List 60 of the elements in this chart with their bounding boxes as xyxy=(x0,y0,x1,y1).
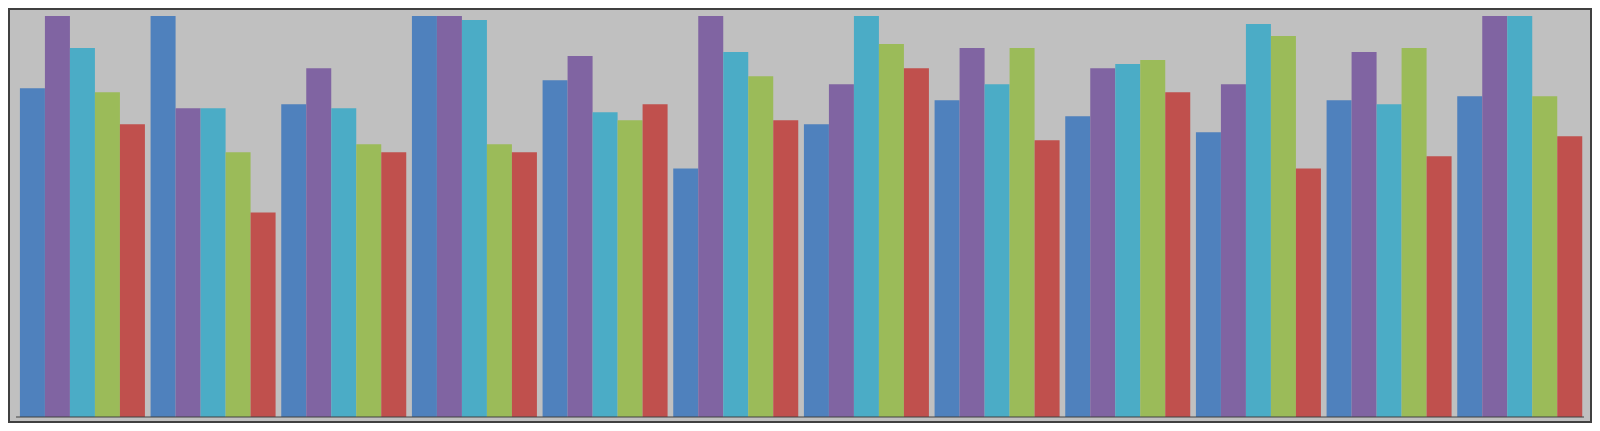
bar xyxy=(306,68,332,417)
bar xyxy=(934,100,960,417)
bar xyxy=(803,124,829,417)
bar xyxy=(1401,48,1427,417)
bar xyxy=(1115,64,1141,417)
bar xyxy=(1507,16,1533,417)
bar xyxy=(94,92,120,417)
bar xyxy=(19,88,45,417)
bar xyxy=(567,56,593,417)
bar xyxy=(1326,100,1352,417)
bar xyxy=(1090,68,1116,417)
bar xyxy=(1270,36,1296,417)
bar xyxy=(436,16,462,417)
bar xyxy=(150,16,176,417)
bar xyxy=(698,16,724,417)
bar xyxy=(878,44,904,417)
bar xyxy=(281,104,307,417)
bar xyxy=(1140,60,1166,417)
bar xyxy=(1065,116,1091,417)
bar xyxy=(1457,96,1483,417)
bar xyxy=(723,52,749,417)
bar xyxy=(1165,92,1191,417)
bar xyxy=(673,168,699,417)
bar xyxy=(1557,136,1583,417)
bar xyxy=(828,84,854,417)
bar xyxy=(1220,84,1246,417)
bar xyxy=(175,108,201,417)
bar xyxy=(1482,16,1508,417)
bar xyxy=(1426,156,1452,417)
bar xyxy=(984,84,1010,417)
bar xyxy=(542,80,568,417)
bar xyxy=(69,48,95,417)
bar xyxy=(511,152,537,417)
bar xyxy=(119,124,145,417)
bar xyxy=(331,108,357,417)
bar xyxy=(250,212,276,417)
bar xyxy=(1195,132,1221,417)
bar xyxy=(486,144,512,417)
bar xyxy=(200,108,226,417)
bar xyxy=(356,144,382,417)
bar xyxy=(903,68,929,417)
bar xyxy=(959,48,985,417)
bar xyxy=(1295,168,1321,417)
bar xyxy=(853,16,879,417)
bar xyxy=(1351,52,1377,417)
bar xyxy=(44,16,70,417)
bar xyxy=(225,152,251,417)
bar xyxy=(1376,104,1402,417)
bar xyxy=(773,120,799,417)
bar xyxy=(642,104,668,417)
bar xyxy=(1532,96,1558,417)
bar xyxy=(592,112,618,417)
bar xyxy=(748,76,774,417)
bar xyxy=(411,16,437,417)
bar xyxy=(381,152,407,417)
bar xyxy=(1009,48,1035,417)
bar xyxy=(1245,24,1271,417)
bar xyxy=(1034,140,1060,417)
bar xyxy=(617,120,643,417)
bar xyxy=(461,20,487,417)
